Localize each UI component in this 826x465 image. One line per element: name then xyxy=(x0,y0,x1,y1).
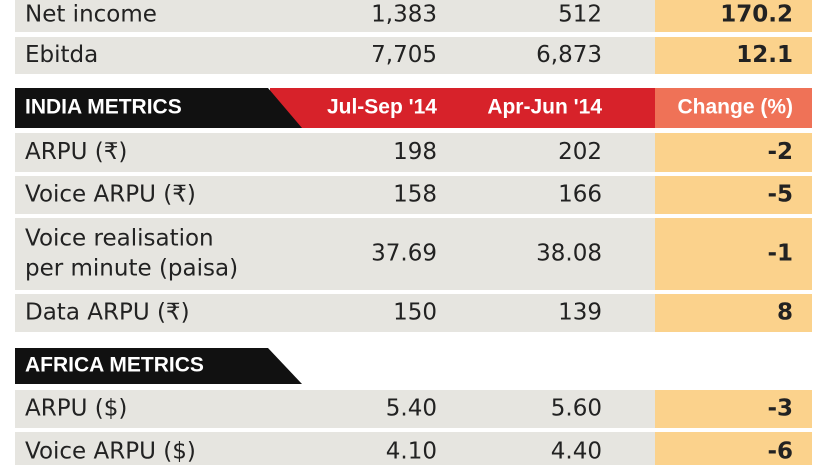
change-bg xyxy=(655,218,812,290)
row-label: per minute (paisa) xyxy=(25,256,238,282)
cell-value: 150 xyxy=(393,300,437,326)
column-header: Jul-Sep '14 xyxy=(327,96,437,119)
row-label: Net income xyxy=(25,2,157,28)
cell-value: 166 xyxy=(558,182,602,208)
change-value: 8 xyxy=(777,300,793,326)
cell-value: 4.40 xyxy=(551,439,602,465)
change-bg xyxy=(655,37,812,74)
change-value: 12.1 xyxy=(736,42,793,68)
change-value: -1 xyxy=(767,241,793,267)
column-header: Change (%) xyxy=(678,96,794,119)
row-bg xyxy=(15,432,655,465)
header-change-band xyxy=(655,88,812,128)
cell-value: 1,383 xyxy=(371,2,437,28)
row-label: Data ARPU (₹) xyxy=(25,300,190,326)
cell-value: 202 xyxy=(558,139,602,165)
change-value: -2 xyxy=(767,139,793,165)
change-bg xyxy=(655,432,812,465)
cell-value: 198 xyxy=(393,139,437,165)
change-bg xyxy=(655,176,812,214)
row-bg xyxy=(15,133,655,172)
cell-value: 5.60 xyxy=(551,396,602,422)
cell-value: 512 xyxy=(558,2,602,28)
change-bg xyxy=(655,133,812,172)
row-bg xyxy=(15,0,655,32)
row-label: Voice realisation xyxy=(25,226,214,252)
header-tab xyxy=(15,88,302,128)
change-value: 170.2 xyxy=(720,2,793,28)
cell-value: 37.69 xyxy=(371,241,437,267)
cell-value: 139 xyxy=(558,300,602,326)
change-value: -5 xyxy=(767,182,793,208)
cell-value: 7,705 xyxy=(371,42,437,68)
change-value: -3 xyxy=(767,396,793,422)
change-bg xyxy=(655,390,812,428)
row-label: ARPU (₹) xyxy=(25,139,127,165)
row-bg xyxy=(15,294,655,332)
change-bg xyxy=(655,294,812,332)
cell-value: 158 xyxy=(393,182,437,208)
section-title: INDIA METRICS xyxy=(25,96,182,119)
row-label: ARPU ($) xyxy=(25,396,127,422)
column-header: Apr-Jun '14 xyxy=(487,96,602,119)
cell-value: 4.10 xyxy=(386,439,437,465)
section-title: AFRICA METRICS xyxy=(25,354,204,377)
row-bg xyxy=(15,218,655,290)
header-tab xyxy=(15,348,302,384)
cell-value: 6,873 xyxy=(536,42,602,68)
row-bg xyxy=(15,176,655,214)
header-band xyxy=(270,88,655,128)
row-bg xyxy=(15,390,655,428)
row-label: Voice ARPU (₹) xyxy=(25,182,196,208)
change-bg xyxy=(655,0,812,32)
change-value: -6 xyxy=(767,439,793,465)
row-label: Ebitda xyxy=(25,42,98,68)
cell-value: 38.08 xyxy=(536,241,602,267)
row-bg xyxy=(15,37,655,74)
row-label: Voice ARPU ($) xyxy=(25,439,196,465)
cell-value: 5.40 xyxy=(386,396,437,422)
